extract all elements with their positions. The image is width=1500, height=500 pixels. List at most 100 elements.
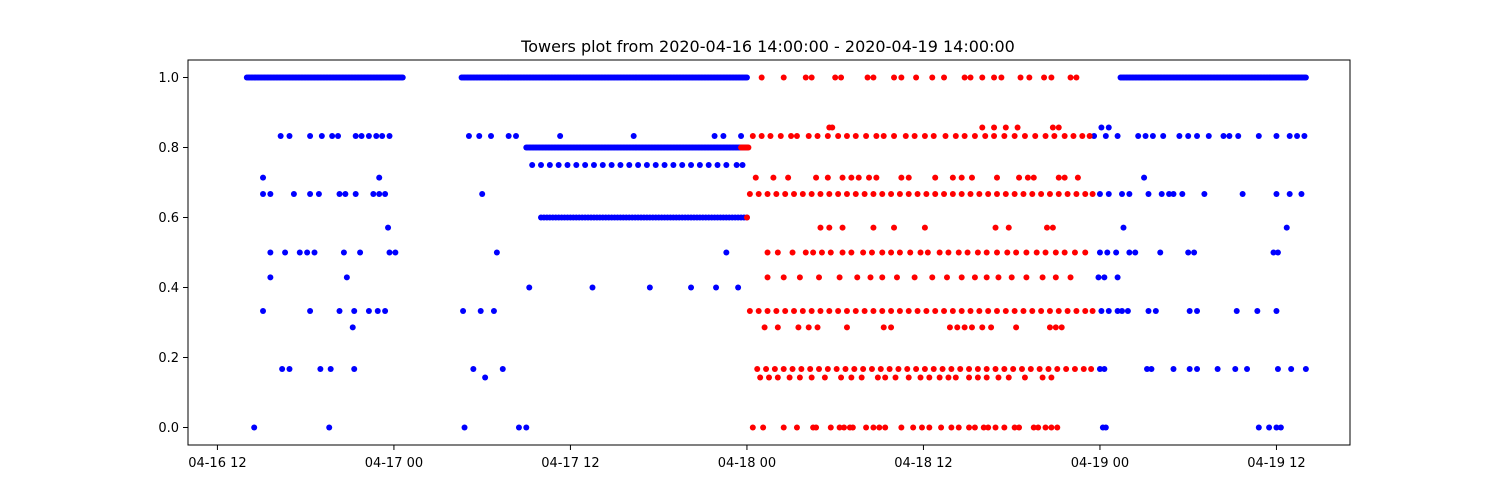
red-point [843,324,850,331]
blue-point [357,249,364,256]
red-point [1073,74,1080,81]
blue-point [490,307,497,314]
blue-point [1126,249,1133,256]
red-point [902,132,909,139]
red-point [979,124,986,131]
red-point [1024,174,1031,181]
red-point [836,274,843,281]
blue-point [1176,132,1183,139]
red-point [1048,424,1055,431]
red-point [817,224,824,231]
red-point [821,374,828,381]
red-point [1049,124,1056,131]
blue-point [733,162,740,168]
blue-point [343,274,350,281]
red-point [941,191,948,198]
red-point [938,424,945,431]
blue-point [279,366,286,373]
red-point [743,214,750,221]
blue-point [1298,191,1305,198]
red-point [879,191,886,198]
red-point [854,274,861,281]
red-point [826,191,833,198]
red-point [1018,366,1025,373]
red-point [930,132,937,139]
blue-point [1120,224,1127,231]
blue-point [318,132,325,139]
red-point [852,307,859,314]
red-point [880,132,887,139]
red-point [868,249,875,256]
red-point [946,324,953,331]
red-point [785,174,792,181]
blue-point [589,284,596,291]
red-point [892,374,899,381]
red-point [1020,191,1027,198]
blue-point [1255,424,1262,431]
blue-point [479,191,486,198]
red-point [764,191,771,198]
red-point [1080,366,1087,373]
red-point [866,174,873,181]
blue-point [1179,191,1186,198]
blue-point [546,162,553,168]
blue-point [564,162,571,168]
blue-point [713,284,720,291]
red-point [864,74,871,81]
red-point [1017,74,1024,81]
red-point [1067,274,1074,281]
red-point [1023,274,1030,281]
blue-point [1294,132,1301,139]
blue-point [555,162,562,168]
axes: 04-16 12 04-17 00 04-17 12 04-18 00 04-18 12… [158,59,1351,471]
red-point [886,366,893,373]
x-tick-label: 04-18 00 [718,456,776,471]
red-point [880,324,887,331]
blue-point [379,132,386,139]
red-point [917,249,924,256]
blue-point [711,132,718,139]
red-point [1071,249,1078,256]
red-point [993,191,1000,198]
blue-point [1160,132,1167,139]
red-point [1055,174,1062,181]
red-point [835,132,842,139]
blue-point [317,366,324,373]
red-point [867,274,874,281]
blue-point [1132,249,1139,256]
red-point [911,132,918,139]
blue-point [1273,191,1280,198]
red-point [1002,307,1009,314]
red-point [1082,307,1089,314]
red-point [1001,424,1008,431]
blue-point [1145,191,1152,198]
red-point [782,307,789,314]
blue-point [290,191,297,198]
blue-point [267,249,274,256]
red-point [835,191,842,198]
red-point [1041,74,1048,81]
blue-point [315,191,322,198]
blue-point [1273,307,1280,314]
red-point [796,274,803,281]
red-point [796,374,803,381]
blue-point [1095,274,1102,281]
blue-point [529,162,536,168]
red-point [974,249,981,256]
red-point [905,307,912,314]
blue-point [515,424,522,431]
red-point [791,191,798,198]
red-point [1002,124,1009,131]
red-point [936,374,943,381]
red-point [1016,174,1023,181]
blue-point [373,132,380,139]
red-point [743,144,750,151]
blue-point [1233,307,1240,314]
red-point [985,424,992,431]
blue-point [460,307,467,314]
red-point [1058,324,1065,331]
red-point [813,174,820,181]
blue-point [608,162,615,168]
blue-point [349,324,356,331]
blue-point [652,162,659,168]
